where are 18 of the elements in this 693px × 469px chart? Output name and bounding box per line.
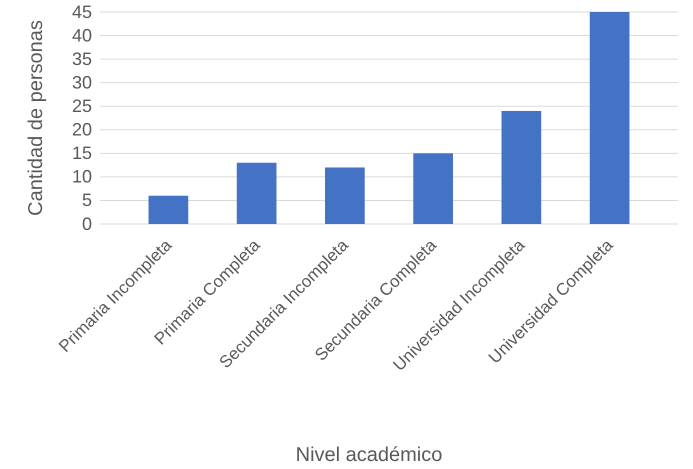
y-tick-label: 25 <box>72 96 92 116</box>
bar <box>590 12 630 224</box>
y-axis-title: Cantidad de personas <box>25 20 47 216</box>
y-tick-label: 10 <box>72 166 92 187</box>
y-tick-label: 15 <box>72 143 92 164</box>
bar <box>413 153 453 224</box>
bar <box>236 162 276 224</box>
bar <box>325 167 365 224</box>
y-tick-label: 40 <box>72 25 92 46</box>
bar <box>502 110 542 224</box>
y-tick-label: 30 <box>72 72 92 92</box>
y-tick-label: 20 <box>72 120 92 140</box>
y-tick-label: 45 <box>72 2 92 22</box>
y-tick-label: 5 <box>82 190 92 210</box>
x-axis-title: Nivel académico <box>296 444 442 466</box>
y-tick-label: 0 <box>82 214 92 234</box>
y-tick-label: 35 <box>72 48 92 69</box>
bar <box>148 196 188 224</box>
